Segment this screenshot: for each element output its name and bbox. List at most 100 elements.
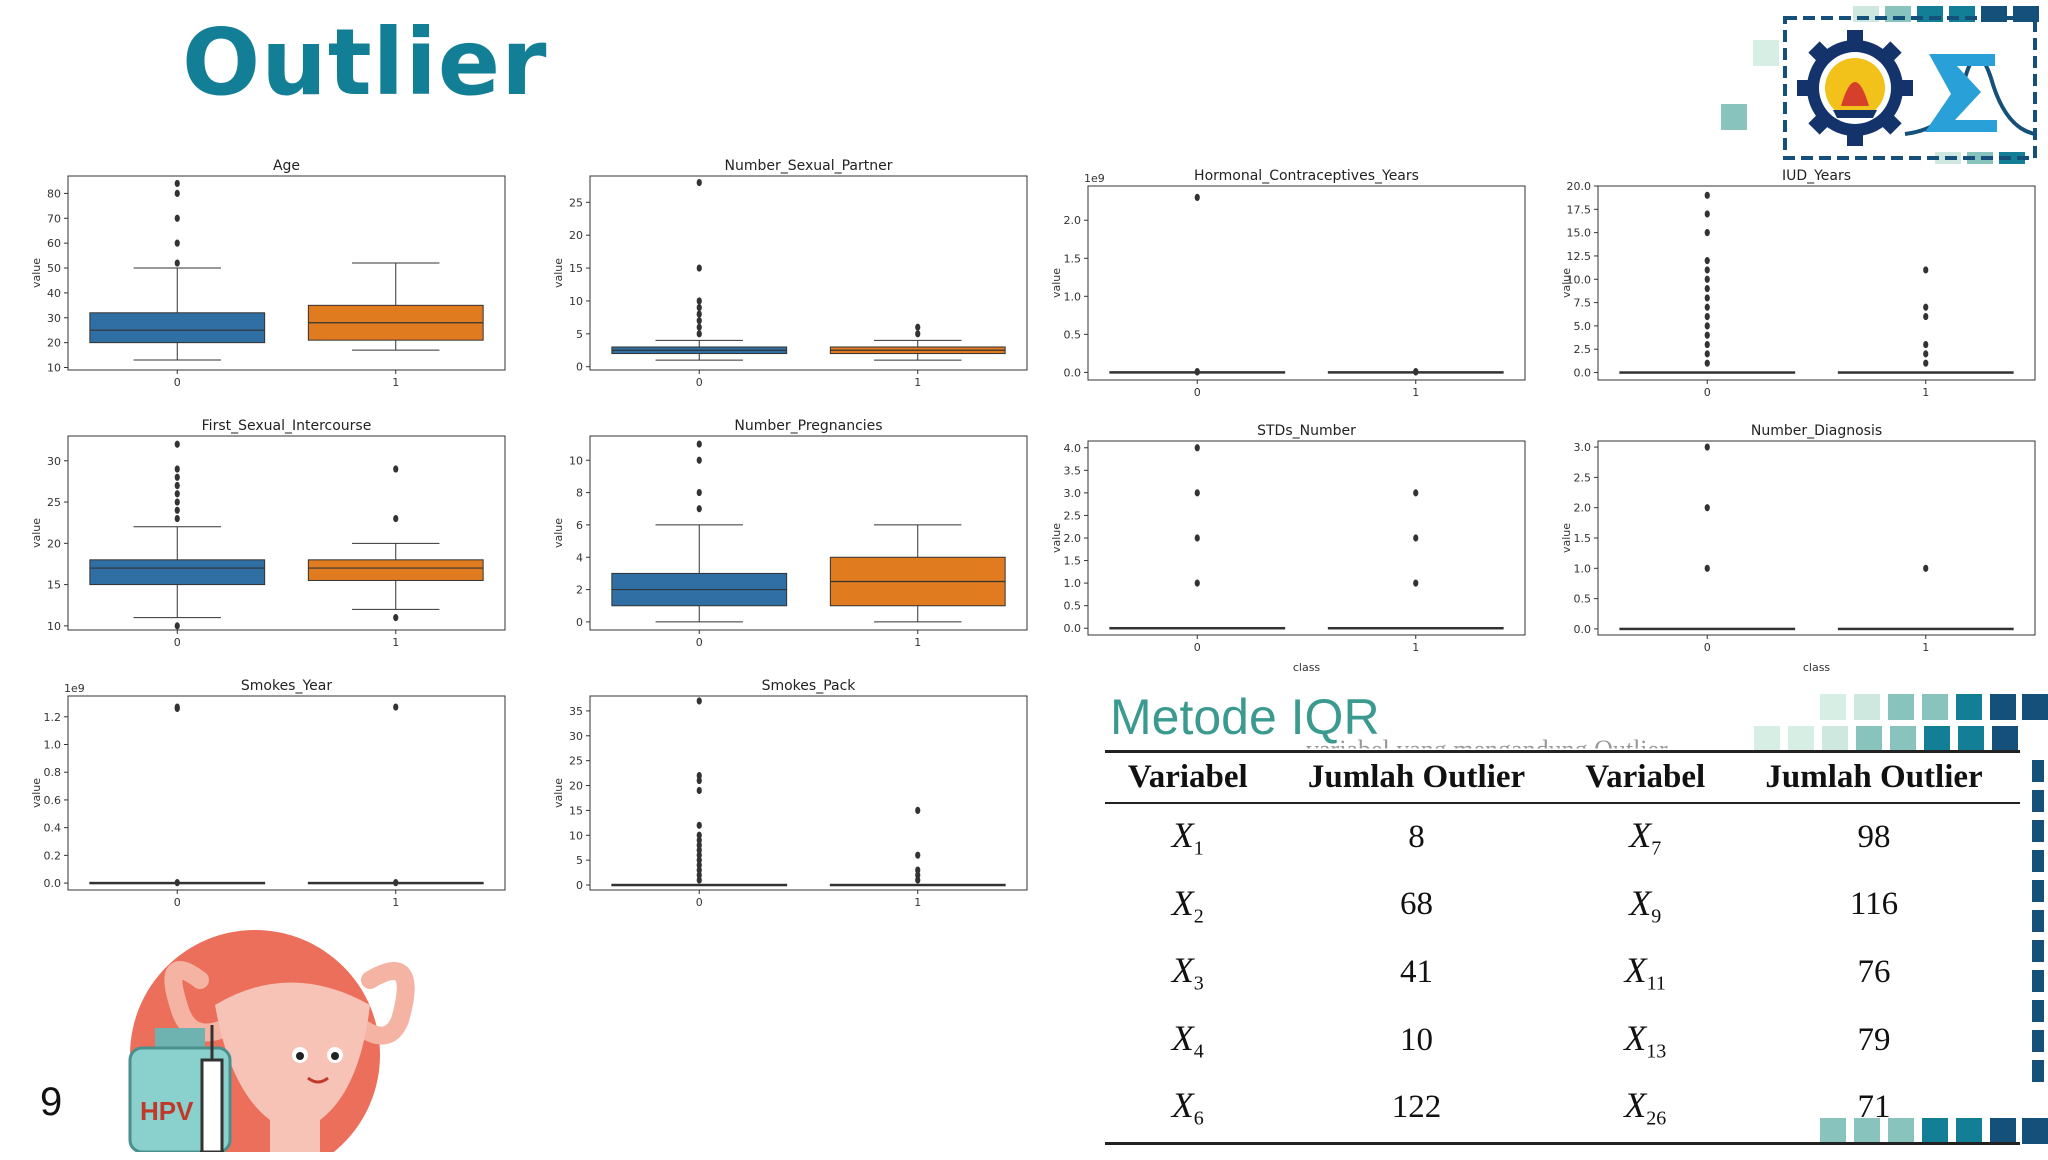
decorative-squares-top <box>1721 6 2039 164</box>
outlier-point <box>1413 579 1419 587</box>
y-tick-label: 5.0 <box>1574 320 1592 333</box>
y-tick-label: 0.5 <box>1064 328 1082 341</box>
header-jumlah-outlier-2: Jumlah Outlier <box>1728 750 2020 804</box>
outlier-point <box>1194 368 1200 376</box>
header-jumlah-outlier-1: Jumlah Outlier <box>1270 750 1563 804</box>
y-tick-label: 15 <box>569 804 583 817</box>
y-axis-label: value <box>552 778 565 808</box>
outlier-point <box>696 303 702 312</box>
x-tick-label: 0 <box>174 376 181 389</box>
y-tick-label: 0 <box>576 361 583 374</box>
outlier-count-cell: 10 <box>1400 1021 1434 1058</box>
variable-cell: X3 <box>1171 950 1204 995</box>
y-tick-label: 0.0 <box>1574 367 1592 380</box>
y-tick-label: 15.0 <box>1567 227 1592 240</box>
y-tick-label: 17.5 <box>1567 203 1592 216</box>
variable-cell: X1 <box>1171 815 1204 860</box>
boxplot-number-sexual-partner: Number_Sexual_Partner 0 5 10 15 20 25 value 0 1 <box>552 150 1032 420</box>
y-tick-label: 0.6 <box>44 794 62 807</box>
outlier-point <box>696 264 702 272</box>
variable-cell: X4 <box>1171 1017 1204 1063</box>
outlier-point <box>1704 340 1710 349</box>
outlier-point <box>915 871 921 879</box>
y-axis-label: value <box>30 518 43 548</box>
outlier-point <box>1704 350 1710 358</box>
y-tick-label: 10 <box>47 362 61 375</box>
its-gear-logo <box>1797 30 1913 146</box>
outlier-point <box>1194 444 1200 452</box>
boxplot-iud-years: IUD_Years 0.0 2.5 5.0 7.5 10.0 12.5 15.0 17.5 20.… <box>1560 160 2040 430</box>
iqr-section-title: Metode IQR <box>1110 689 1380 745</box>
y-tick-label: 4.0 <box>1064 442 1082 455</box>
y-tick-label: 2.5 <box>1574 343 1592 356</box>
outlier-point <box>1194 579 1200 587</box>
x-tick-label: 1 <box>1412 641 1419 654</box>
y-tick-label: 0.5 <box>1574 593 1592 606</box>
y-axis-label: value <box>1560 523 1573 553</box>
x-tick-label: 1 <box>914 636 921 649</box>
outlier-point <box>696 505 702 513</box>
outlier-point <box>915 866 921 874</box>
axis-offset-label: 1e9 <box>64 682 85 695</box>
outlier-point <box>1413 368 1419 376</box>
y-axis-label: value <box>552 518 565 548</box>
outlier-point <box>696 440 702 448</box>
y-tick-label: 1.0 <box>1574 562 1592 575</box>
x-tick-label: 0 <box>1194 641 1201 654</box>
outlier-point <box>696 821 702 829</box>
outlier-point <box>1704 275 1710 283</box>
y-tick-label: 0.0 <box>1064 366 1082 379</box>
outlier-point <box>696 776 702 785</box>
y-tick-label: 1.0 <box>1064 577 1082 590</box>
outlier-point <box>1704 266 1710 274</box>
variable-cell: X6 <box>1105 1074 1271 1145</box>
outlier-point <box>915 876 921 884</box>
x-axis-label: class <box>1803 661 1831 674</box>
outlier-point <box>174 879 180 887</box>
outlier-point <box>174 498 180 506</box>
y-tick-label: 20 <box>47 337 61 350</box>
y-tick-label: 3.0 <box>1574 441 1592 454</box>
plot-frame <box>1597 440 2036 636</box>
outlier-count-cell: 79 <box>1857 1021 1891 1058</box>
variable-cell: X26 <box>1562 1074 1729 1145</box>
outlier-point <box>393 614 399 622</box>
y-tick-label: 10.0 <box>1567 273 1592 286</box>
statistics-sigma-logo <box>1904 54 2036 136</box>
y-tick-label: 10 <box>569 454 583 467</box>
outlier-point <box>1704 284 1710 293</box>
outlier-count-cell: 98 <box>1857 818 1891 855</box>
outlier-point <box>393 514 399 523</box>
y-tick-label: 0 <box>576 616 583 629</box>
y-axis-label: value <box>552 258 565 288</box>
y-tick-label: 2.0 <box>1064 214 1082 227</box>
x-tick-label: 1 <box>392 896 399 909</box>
outlier-point <box>174 473 180 481</box>
x-tick-label: 1 <box>914 896 921 909</box>
y-tick-label: 3.5 <box>1064 464 1082 477</box>
outlier-point <box>1704 229 1710 237</box>
plot-frame <box>67 175 506 371</box>
outlier-point <box>696 856 702 864</box>
outlier-count-cell: 41 <box>1400 953 1434 990</box>
hpv-vaccine-illustration: HPV <box>128 930 415 1152</box>
chart-title: IUD_Years <box>1782 168 1851 184</box>
y-tick-label: 80 <box>47 187 61 200</box>
y-tick-label: 8 <box>576 487 583 500</box>
plot-frame <box>67 435 506 631</box>
outlier-point <box>1704 564 1710 572</box>
outlier-point <box>1704 303 1710 311</box>
outlier-point <box>696 323 702 331</box>
y-tick-label: 40 <box>47 287 61 300</box>
chart-title: Smokes_Pack <box>762 678 857 694</box>
outlier-point <box>393 879 399 887</box>
page-title: Outlier <box>182 9 548 116</box>
y-tick-label: 1.2 <box>44 711 62 724</box>
outlier-point <box>1704 191 1710 199</box>
y-tick-label: 0.8 <box>44 766 62 779</box>
y-tick-label: 25 <box>569 196 583 209</box>
outlier-point <box>1194 489 1200 497</box>
y-tick-label: 60 <box>47 237 61 250</box>
outlier-point <box>696 841 702 849</box>
outlier-point <box>174 622 180 630</box>
